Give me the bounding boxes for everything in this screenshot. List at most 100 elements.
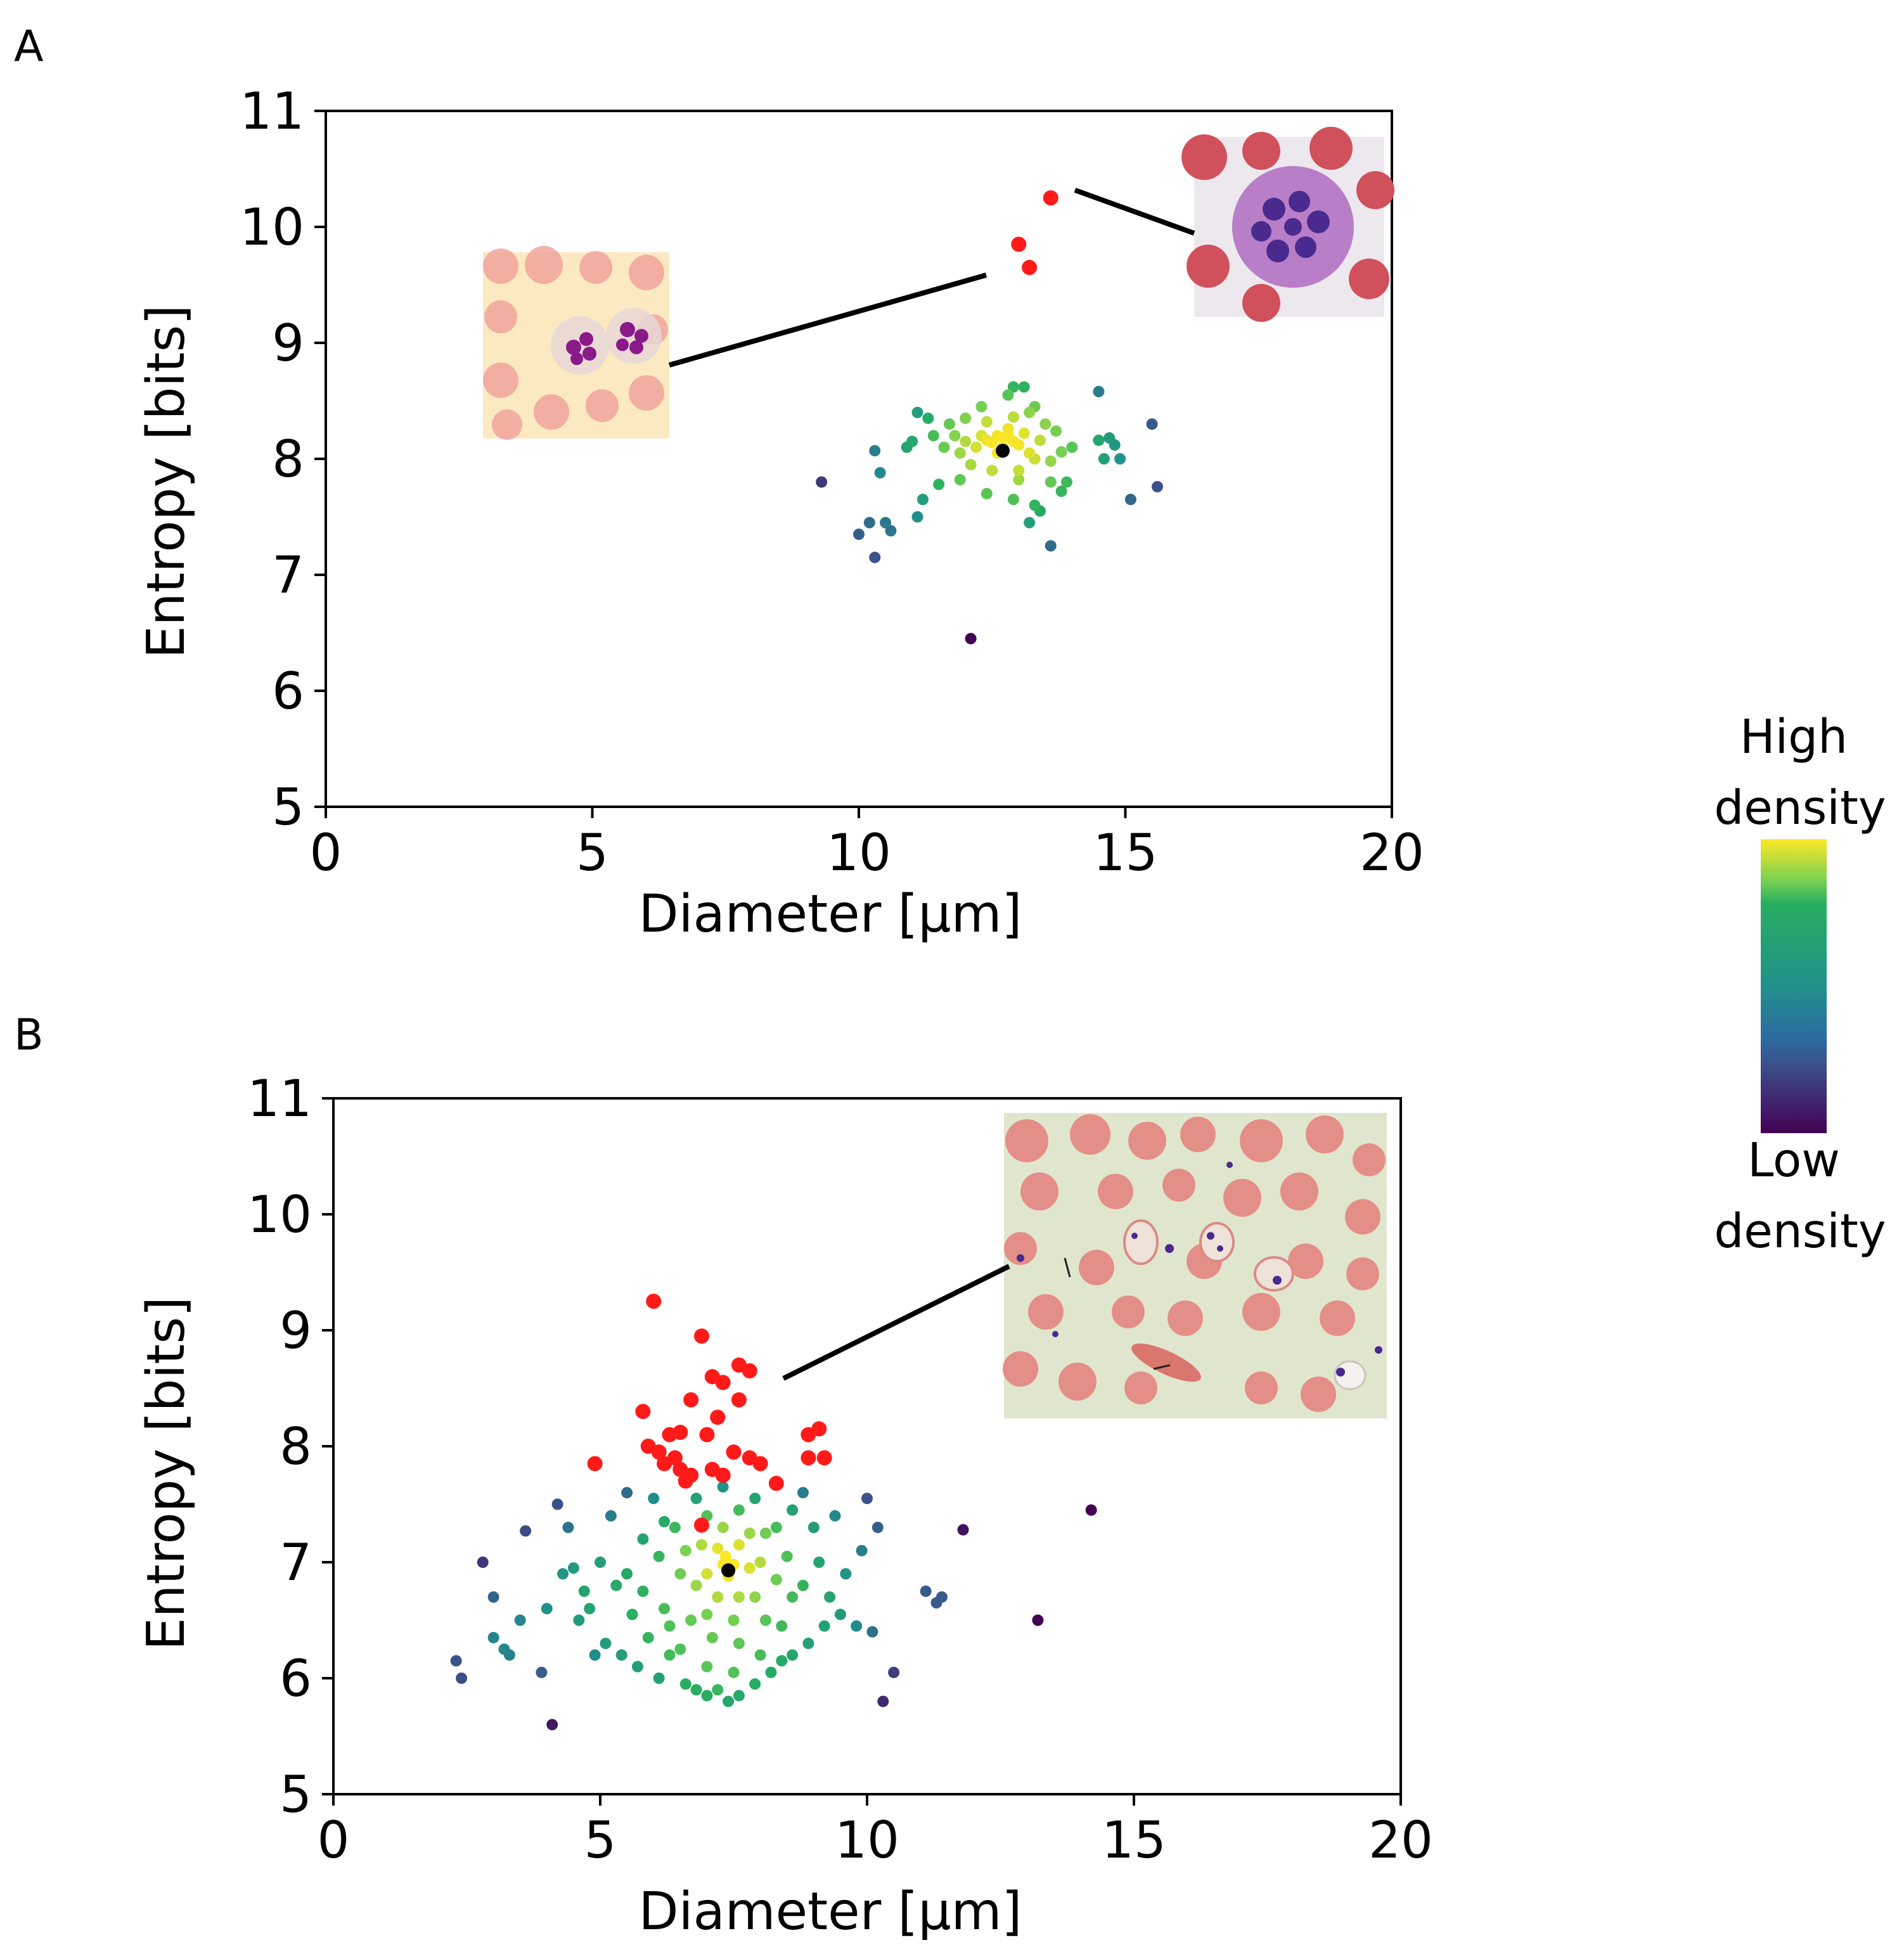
- colorbar-low-label-line2: density: [1714, 1204, 1886, 1259]
- density-point: [760, 1527, 772, 1539]
- outlier-point: [801, 1427, 816, 1442]
- outlier-point: [683, 1392, 699, 1408]
- density-point: [669, 1522, 681, 1534]
- density-point: [754, 1557, 766, 1568]
- outlier-point: [640, 1439, 656, 1454]
- density-point: [1024, 447, 1036, 459]
- x-tick-label: 0: [310, 823, 342, 882]
- density-point: [986, 465, 998, 477]
- outlier-point: [731, 1392, 747, 1408]
- density-point: [986, 437, 998, 449]
- density-point: [874, 466, 886, 478]
- density-point: [514, 1614, 526, 1626]
- density-point: [1151, 480, 1163, 492]
- density-point: [551, 1498, 563, 1510]
- density-point: [589, 1649, 601, 1661]
- density-point: [770, 1522, 782, 1534]
- density-point: [888, 1666, 900, 1678]
- density-point: [872, 1522, 884, 1534]
- density-point: [1034, 434, 1046, 446]
- density-point: [723, 1695, 735, 1707]
- panel-a-callout-line-eosinophil: [1074, 188, 1195, 236]
- panel-b-y-axis-label: Entropy [bits]: [136, 1297, 196, 1650]
- density-point: [781, 1550, 793, 1562]
- density-point: [578, 1585, 590, 1597]
- density-point: [743, 1562, 756, 1574]
- density-point: [749, 1493, 761, 1505]
- outlier-point: [672, 1425, 688, 1441]
- outlier-point: [715, 1467, 731, 1483]
- density-point: [701, 1608, 713, 1621]
- density-point: [664, 1649, 676, 1661]
- y-tick-label: 8: [280, 1417, 312, 1476]
- x-tick-label: 15: [1093, 823, 1158, 882]
- outlier-point: [726, 1444, 742, 1460]
- density-point: [728, 1666, 740, 1678]
- density-point: [712, 1543, 724, 1555]
- x-tick-label: 5: [576, 823, 608, 882]
- density-point: [1013, 465, 1025, 477]
- density-point: [653, 1673, 665, 1684]
- density-point: [960, 412, 972, 424]
- density-point: [487, 1591, 499, 1603]
- density-point: [922, 412, 934, 424]
- density-point: [743, 1527, 756, 1539]
- density-point: [754, 1649, 766, 1661]
- density-point: [1018, 427, 1030, 439]
- density-point: [1013, 473, 1025, 485]
- panel-a-y-axis-label: Entropy [bits]: [136, 305, 196, 658]
- y-tick-label: 11: [240, 82, 304, 141]
- density-point: [477, 1557, 489, 1568]
- density-point: [541, 1603, 553, 1615]
- density-point: [695, 1539, 707, 1551]
- x-tick-label: 20: [1360, 823, 1424, 882]
- x-tick-label: 20: [1368, 1811, 1433, 1870]
- y-tick-label: 10: [240, 198, 304, 257]
- density-point: [787, 1649, 799, 1661]
- density-point: [1018, 381, 1030, 393]
- outlier-point: [710, 1409, 726, 1425]
- outlier-point: [699, 1427, 715, 1442]
- y-tick-label: 6: [280, 1649, 312, 1708]
- outlier-point: [646, 1294, 662, 1309]
- density-point: [1007, 411, 1019, 423]
- density-point: [648, 1493, 660, 1505]
- density-point: [701, 1690, 713, 1702]
- density-colorbar: High density Low density: [1714, 710, 1886, 1259]
- density-point: [911, 406, 923, 418]
- density-point: [938, 441, 950, 453]
- density-point: [701, 1568, 713, 1580]
- density-point: [906, 435, 918, 447]
- density-point: [1085, 1504, 1097, 1516]
- outlier-point: [587, 1456, 603, 1472]
- mean-point: [721, 1563, 736, 1577]
- density-point: [712, 1591, 724, 1603]
- density-point: [749, 1591, 761, 1603]
- density-point: [1045, 476, 1057, 488]
- panel-a-inset-neutrophil-image: [483, 246, 669, 440]
- density-point: [869, 551, 881, 563]
- density-point: [728, 1614, 740, 1626]
- density-point: [664, 1620, 676, 1632]
- y-tick-label: 9: [272, 314, 304, 373]
- colorbar-high-label-line2: density: [1714, 781, 1886, 835]
- density-point: [706, 1631, 718, 1643]
- density-point: [562, 1522, 574, 1534]
- density-point: [701, 1660, 713, 1673]
- panel-b-x-axis-label: Diameter [µm]: [639, 1882, 1022, 1942]
- panel-a-x-axis-label: Diameter [µm]: [639, 884, 1022, 944]
- density-point: [866, 1626, 878, 1638]
- density-point: [749, 1678, 761, 1690]
- density-point: [610, 1579, 622, 1591]
- density-point: [965, 632, 977, 645]
- density-point: [690, 1493, 702, 1505]
- density-point: [885, 525, 897, 537]
- outlier-point: [816, 1450, 832, 1466]
- outlier-point: [715, 1375, 731, 1390]
- panel-a-callout-line-neutrophil: [668, 273, 987, 368]
- density-point: [818, 1620, 830, 1632]
- density-point: [712, 1684, 724, 1696]
- density-point: [659, 1515, 671, 1527]
